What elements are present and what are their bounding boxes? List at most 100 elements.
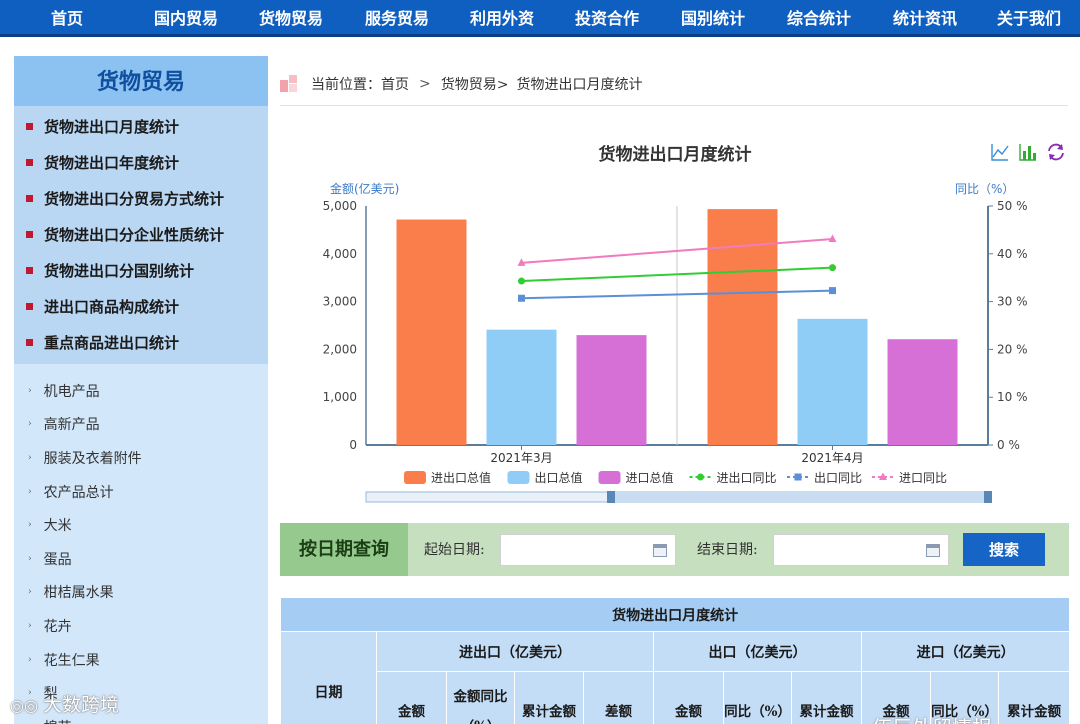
y-left-tick-label: 1,000 <box>323 390 357 404</box>
zoom-slider-window <box>611 492 988 502</box>
watermark-logo-icon: ◎◎ <box>10 696 44 715</box>
sidebar-main-item-label: 货物进出口分国别统计 <box>44 261 195 280</box>
bullet-icon <box>26 194 33 202</box>
line-point <box>517 258 526 266</box>
sidebar-main-item-label: 进出口商品构成统计 <box>44 297 180 316</box>
table-sub-header: 同比（%） <box>930 671 999 724</box>
chevron-right-icon: › <box>28 722 32 724</box>
chart-svg: 金额(亿美元) 同比（%） 0 1,000 2,000 3,000 4,000 5,000 0 … <box>323 181 1028 503</box>
calendar-icon[interactable] <box>653 544 667 557</box>
refresh-icon[interactable] <box>1046 142 1066 162</box>
sidebar-main-item[interactable]: 进出口商品构成统计 <box>14 288 268 324</box>
chart-title: 货物进出口月度统计 <box>598 145 752 165</box>
chevron-right-icon: › <box>28 385 32 396</box>
sidebar-sub-item[interactable]: › 高新产品 <box>14 408 268 442</box>
legend-swatch <box>404 471 426 484</box>
sidebar-sub-item[interactable]: › 花生仁果 <box>14 643 268 677</box>
bullet-icon <box>26 338 33 346</box>
table-title: 货物进出口月度统计 <box>279 597 1071 632</box>
y-left-tick-label: 4,000 <box>323 247 357 261</box>
sidebar-sub-item[interactable]: › 棉花 <box>14 710 268 724</box>
sidebar-main-item[interactable]: 货物进出口分企业性质统计 <box>14 216 268 252</box>
nav-item-8[interactable]: 统计资讯 <box>892 9 957 28</box>
series-line <box>521 237 833 264</box>
chevron-right-icon: › <box>28 587 32 598</box>
start-date-field[interactable] <box>500 534 676 566</box>
sidebar-sub-item[interactable]: › 机电产品 <box>14 374 268 408</box>
sidebar-sub-item-label: 梨 <box>43 686 58 703</box>
y-right-tick-label: 20 % <box>997 342 1028 356</box>
end-date-input[interactable] <box>774 535 919 565</box>
chevron-right-icon: › <box>28 419 32 430</box>
nav-item-4[interactable]: 利用外资 <box>469 9 534 28</box>
sidebar-sub-item[interactable]: › 服装及衣着附件 <box>14 441 268 475</box>
breadcrumb-separator: > <box>419 75 431 92</box>
nav-item-2[interactable]: 货物贸易 <box>258 9 323 28</box>
monthly-stats-table: 货物进出口月度统计 日期 进出口（亿美元） 出口（亿美元） 进口（亿美元） 金额… <box>279 597 1071 724</box>
calendar-icon[interactable] <box>926 544 940 557</box>
sidebar-sub-list: › 机电产品 › 高新产品 › 服装及衣着附件 › 农产品总计 › 大米 › 蛋品 › 柑桔属水果 › 花卉 ›… <box>14 364 268 724</box>
nav-item-9[interactable]: 关于我们 <box>996 9 1061 28</box>
line-chart-icon[interactable] <box>990 142 1010 162</box>
chevron-right-icon: › <box>28 620 32 631</box>
table-sub-header: 金额 <box>376 671 447 724</box>
sidebar-main-item[interactable]: 货物进出口月度统计 <box>14 108 268 144</box>
breadcrumb-prefix: 当前位置： <box>311 76 381 93</box>
breadcrumb-goods-trade-link[interactable]: 货物贸易> <box>440 76 509 93</box>
nav-item-3[interactable]: 服务贸易 <box>364 9 429 28</box>
nav-item-0[interactable]: 首页 <box>50 9 83 28</box>
watermark-left: ◎◎ 大数跨境 <box>10 694 120 716</box>
x-tick-label: 2021年4月 <box>801 451 863 465</box>
sidebar-sub-item[interactable]: › 大米 <box>14 508 268 542</box>
search-button[interactable]: 搜索 <box>963 533 1045 566</box>
y-left-axis-label: 金额(亿美元) <box>330 181 399 196</box>
y-right-tick-label: 40 % <box>997 247 1028 261</box>
end-date-field[interactable] <box>773 534 949 566</box>
sidebar-sub-item-label: 大米 <box>43 518 72 535</box>
search-title: 按日期查询 <box>280 523 408 576</box>
sidebar-sub-item[interactable]: › 农产品总计 <box>14 475 268 509</box>
sidebar-sub-item[interactable]: › 梨 <box>14 676 268 710</box>
legend-label: 出口总值 <box>535 470 583 485</box>
breadcrumb-home-link[interactable]: 首页 <box>381 76 409 93</box>
series-line <box>521 289 833 300</box>
sidebar-sub-item-label: 高新产品 <box>43 417 100 434</box>
location-icon <box>280 75 297 92</box>
sidebar-sub-item[interactable]: › 蛋品 <box>14 542 268 576</box>
y-left-tick-label: 0 <box>349 438 357 452</box>
start-date-label: 起始日期: <box>424 542 485 558</box>
nav-item-7[interactable]: 综合统计 <box>786 9 851 28</box>
sidebar-sub-item[interactable]: › 花卉 <box>14 609 268 643</box>
sidebar-main-item[interactable]: 货物进出口分国别统计 <box>14 252 268 288</box>
sidebar-sub-item-label: 花卉 <box>43 618 72 635</box>
legend-label: 进口同比 <box>899 471 947 485</box>
date-column-header: 日期 <box>280 631 377 724</box>
sidebar-sub-item-label: 柑桔属水果 <box>43 585 114 602</box>
breadcrumb-current: 货物进出口月度统计 <box>516 76 643 93</box>
nav-item-5[interactable]: 投资合作 <box>574 9 639 28</box>
nav-item-1[interactable]: 国内贸易 <box>153 9 218 28</box>
x-tick-label: 2021年3月 <box>490 451 552 465</box>
sidebar-main-item[interactable]: 重点商品进出口统计 <box>14 324 268 360</box>
chart-panel: 货物进出口月度统计 金额(亿美元) 同比（%） 0 1,000 2,000 3,000 4,… <box>300 130 1070 510</box>
legend-marker <box>697 473 704 481</box>
legend-label: 进出口同比 <box>717 471 777 485</box>
sidebar-main-item[interactable]: 货物进出口年度统计 <box>14 144 268 180</box>
bullet-icon <box>26 230 33 238</box>
top-nav: 首页 国内贸易 货物贸易 服务贸易 利用外资 投资合作 国别统计 综合统计 统计资讯 关于我们 <box>0 0 1080 37</box>
sidebar-main-item[interactable]: 货物进出口分贸易方式统计 <box>14 180 268 216</box>
nav-item-6[interactable]: 国别统计 <box>680 9 745 28</box>
y-right-tick-label: 0 % <box>997 438 1020 452</box>
import-export-group-header: 进出口（亿美元） <box>376 631 654 672</box>
table-sub-header: 金额 <box>653 671 724 724</box>
chevron-right-icon: › <box>28 486 32 497</box>
sidebar-main-item-label: 货物进出口月度统计 <box>44 117 180 136</box>
chevron-right-icon: › <box>28 452 32 463</box>
sidebar-sub-item-label: 棉花 <box>44 717 72 724</box>
table-sub-header: 累计金额 <box>997 671 1071 724</box>
series-line <box>521 266 833 283</box>
sidebar-sub-item[interactable]: › 柑桔属水果 <box>14 576 268 610</box>
start-date-input[interactable] <box>501 535 646 565</box>
bar-chart-icon[interactable] <box>1018 142 1038 162</box>
sidebar-sub-item-label: 农产品总计 <box>43 484 114 501</box>
